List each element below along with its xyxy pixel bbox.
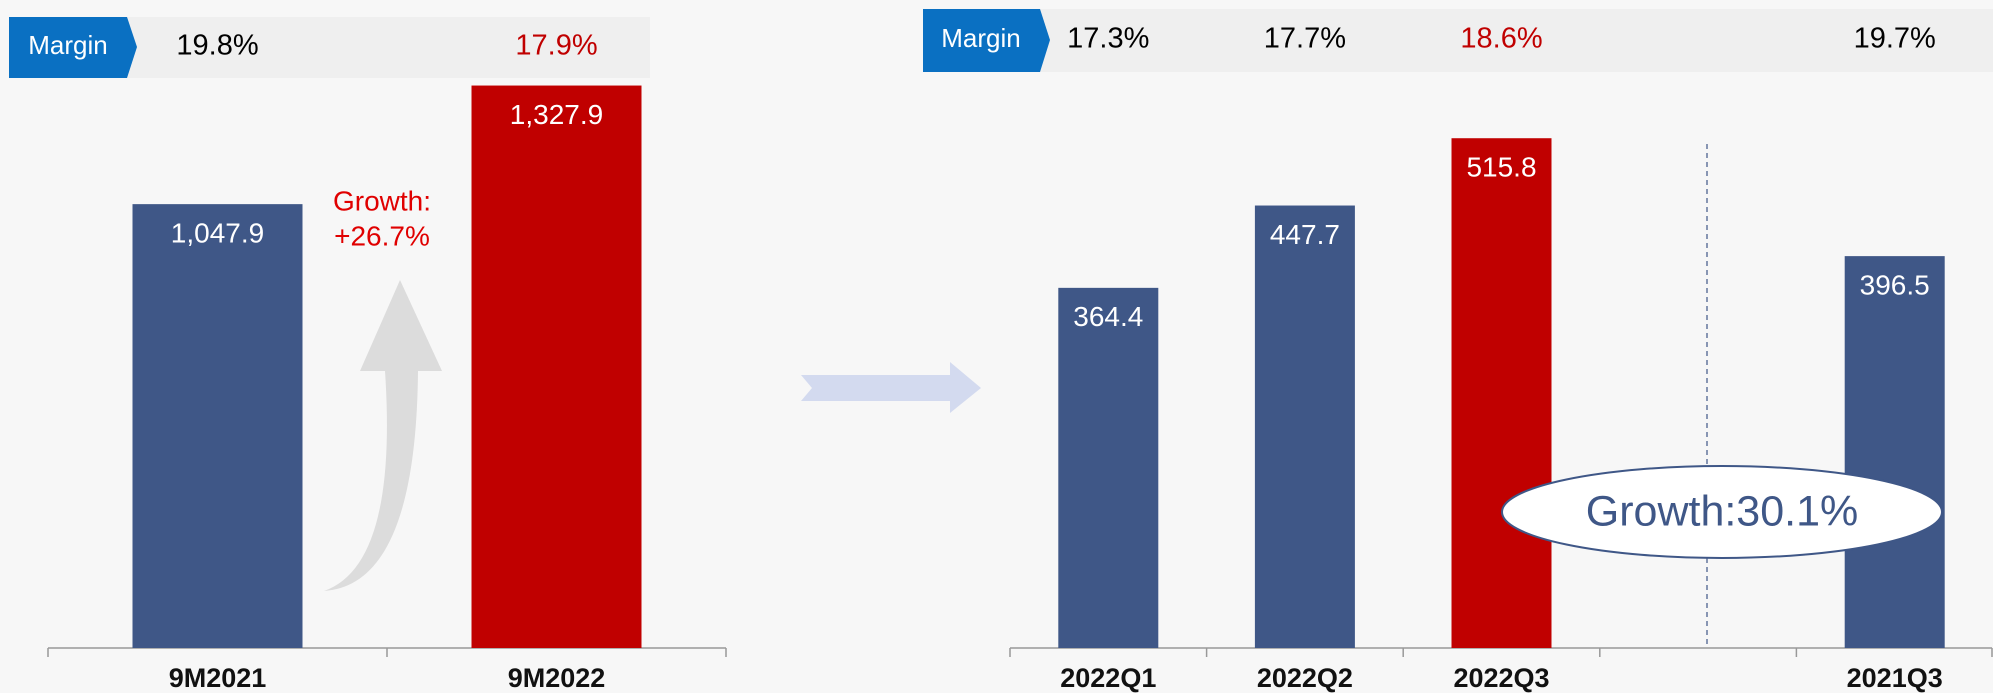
growth-arrow — [324, 280, 442, 591]
value-label: 396.5 — [1860, 270, 1930, 301]
x-tick-label: 9M2022 — [508, 663, 606, 693]
margin-strip — [923, 9, 1993, 72]
margin-label: 18.6% — [1460, 23, 1542, 55]
growth-annotation: +26.7% — [334, 220, 430, 251]
bar — [471, 85, 642, 649]
bar — [1844, 256, 1945, 648]
growth-bubble — [1501, 465, 1943, 559]
bar — [132, 204, 303, 648]
margin-label: 17.3% — [1067, 23, 1149, 55]
bar — [1451, 138, 1552, 649]
x-tick-label: 2022Q2 — [1257, 663, 1353, 693]
margin-tag — [9, 17, 137, 78]
margin-title: Margin — [28, 30, 107, 60]
margin-title: Margin — [941, 23, 1020, 53]
x-tick-label: 2021Q3 — [1847, 663, 1943, 693]
value-label: 515.8 — [1466, 152, 1536, 183]
x-tick-label: 2022Q1 — [1060, 663, 1156, 693]
margin-label: 19.8% — [176, 30, 258, 62]
transition-arrow — [801, 362, 981, 413]
bar — [1254, 205, 1355, 648]
x-tick-label: 9M2021 — [169, 663, 267, 693]
value-label: 1,327.9 — [510, 99, 603, 130]
x-tick-label: 2022Q3 — [1453, 663, 1549, 693]
growth-annotation: Growth: — [333, 185, 431, 216]
value-label: 364.4 — [1073, 301, 1143, 332]
value-label: 447.7 — [1270, 219, 1340, 250]
margin-tag — [923, 9, 1050, 72]
value-label: 1,047.9 — [171, 218, 264, 249]
bar — [1058, 287, 1159, 648]
margin-label: 17.7% — [1264, 23, 1346, 55]
growth-annotation: Growth:30.1% — [1586, 487, 1858, 535]
margin-label: 17.9% — [515, 30, 597, 62]
margin-label: 19.7% — [1854, 23, 1936, 55]
